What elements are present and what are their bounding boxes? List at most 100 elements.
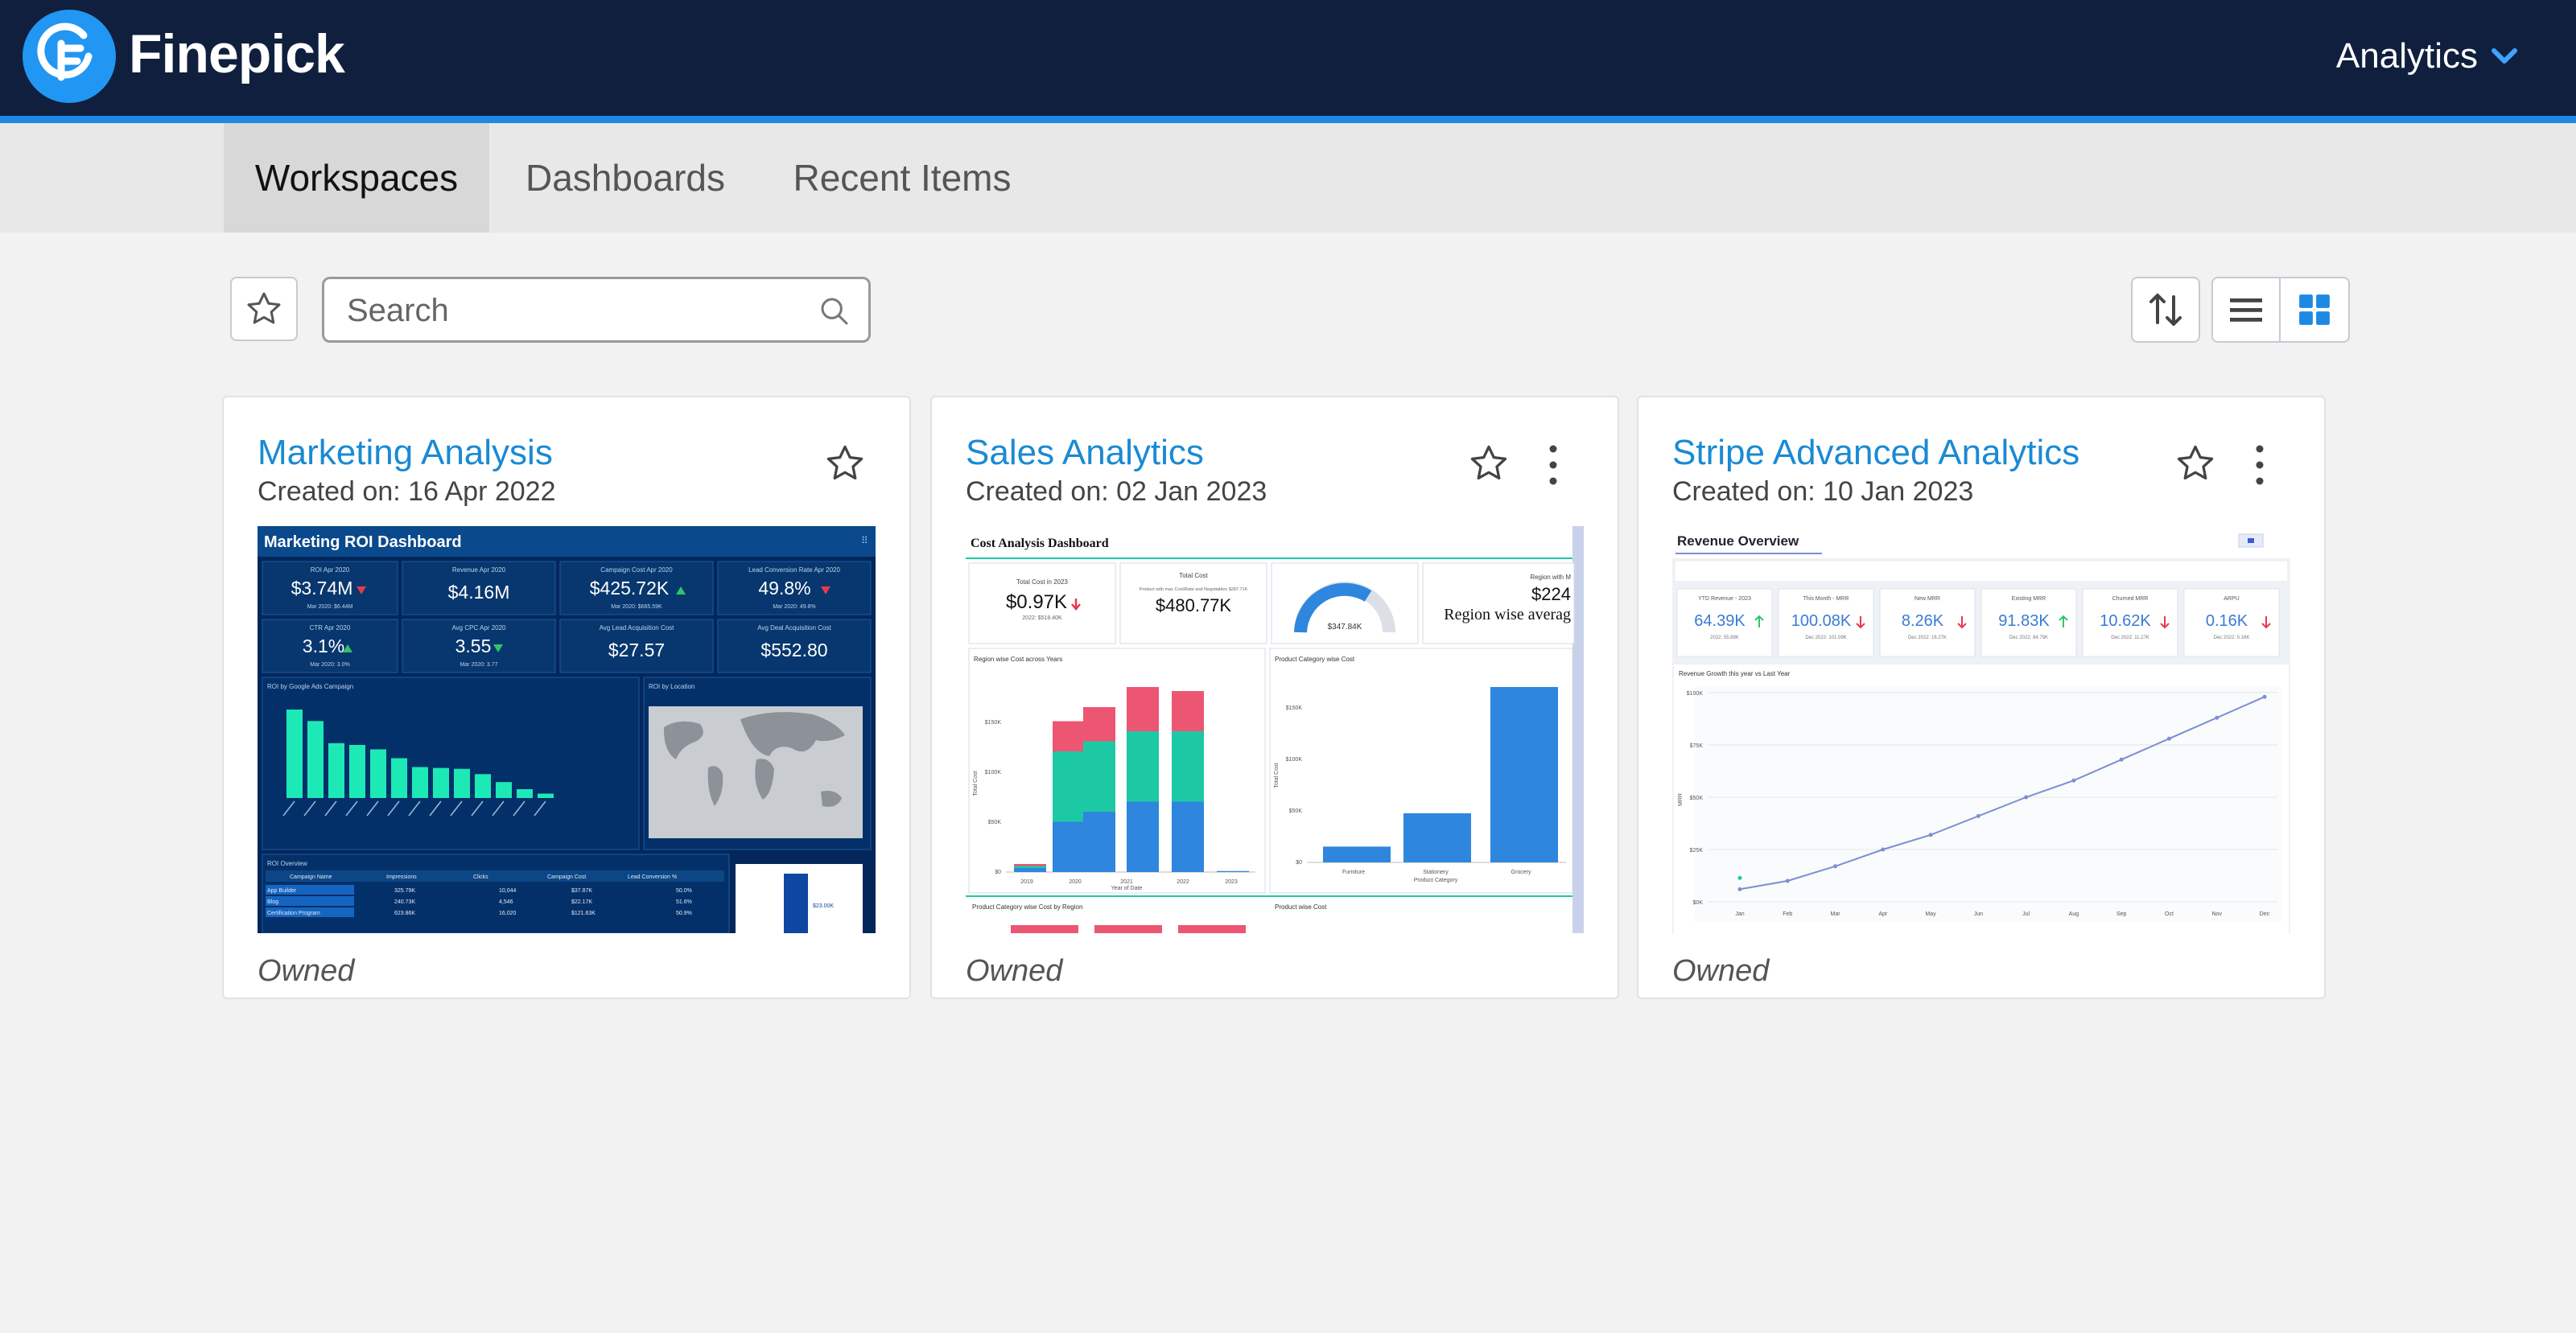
- finepick-logo-icon[interactable]: [21, 8, 117, 105]
- workspace-title[interactable]: Sales Analytics: [966, 433, 1204, 472]
- month-label: Dec: [2260, 911, 2270, 917]
- svg-text:$4.16M: $4.16M: [448, 582, 510, 603]
- kpi-label: YTD Revenue - 2023: [1698, 596, 1751, 602]
- month-label: Nov: [2212, 911, 2223, 917]
- dashboard-thumbnail[interactable]: Revenue Overview YTD Revenue - 2023 64.39…: [1672, 526, 2290, 933]
- svg-text:2019: 2019: [1020, 879, 1033, 885]
- svg-text:3.55: 3.55: [455, 636, 492, 656]
- trend-up-icon: [1754, 615, 1764, 627]
- more-options-icon[interactable]: [2250, 442, 2269, 488]
- svg-text:$224: $224: [1531, 584, 1571, 604]
- svg-text:$27.57: $27.57: [608, 640, 665, 660]
- month-label: Jul: [2022, 911, 2030, 917]
- kpi-tile: Region with M $224 Region wise averag: [1422, 562, 1575, 644]
- svg-text:Furniture: Furniture: [1342, 870, 1365, 875]
- roi-bar-chart: [282, 710, 554, 817]
- workspace-card-stripe-advanced-analytics[interactable]: Stripe Advanced Analytics Created on: 10…: [1637, 396, 2326, 999]
- svg-text:Year of Date: Year of Date: [1111, 886, 1143, 891]
- stacked-bar-segment: [1053, 751, 1085, 822]
- favorites-filter-button[interactable]: [230, 277, 298, 341]
- tab-recent-items[interactable]: Recent Items: [779, 123, 1025, 232]
- roi-bar: [391, 758, 407, 798]
- svg-text:$347.84K: $347.84K: [1328, 623, 1362, 632]
- svg-text:623.86K: 623.86K: [394, 911, 415, 916]
- search-icon[interactable]: [818, 295, 851, 327]
- kpi-sub: Dec 2022: 16.27K: [1908, 636, 1947, 640]
- sort-button[interactable]: [2131, 277, 2200, 343]
- month-label: Jun: [1974, 911, 1983, 917]
- brand-name: Finepick: [129, 23, 345, 84]
- svg-text:ROI by Location: ROI by Location: [649, 683, 694, 690]
- svg-text:$150K: $150K: [985, 720, 1002, 726]
- list-view-button[interactable]: [2211, 277, 2281, 343]
- kpi-sub: Dec 2022: 11.27K: [2111, 636, 2149, 640]
- svg-text:16,020: 16,020: [499, 911, 517, 916]
- star-icon[interactable]: [2174, 442, 2216, 484]
- kpi-value: 91.83K: [1998, 612, 2050, 630]
- kpi-tile: New MRR 8.26K Dec 2022: 16.27K: [1879, 588, 1976, 657]
- bar-label-tick: [471, 800, 484, 817]
- created-date: Created on: 02 Jan 2023: [966, 476, 1267, 507]
- revenue-point: [2262, 694, 2267, 699]
- kpi-value: 64.39K: [1694, 612, 1745, 630]
- revenue-point: [2215, 715, 2219, 720]
- trend-down-icon: [1856, 616, 1865, 629]
- stacked-bar-segment: [1014, 868, 1046, 872]
- stacked-bar-segment: [1083, 812, 1115, 872]
- svg-text:325.79K: 325.79K: [394, 888, 415, 894]
- revenue-point: [1833, 864, 1838, 869]
- search-input[interactable]: [345, 279, 799, 342]
- svg-text:Mar 2020: $665.59K: Mar 2020: $665.59K: [611, 604, 662, 610]
- last-year-point: [1737, 875, 1742, 880]
- revenue-point: [1976, 813, 1980, 818]
- tab-dashboards[interactable]: Dashboards: [509, 123, 742, 232]
- bar-label-tick: [492, 800, 505, 817]
- revenue-point: [1881, 847, 1886, 852]
- workspace-card-sales-analytics[interactable]: Sales Analytics Created on: 02 Jan 2023 …: [930, 396, 1619, 999]
- svg-text:50.9%: 50.9%: [676, 911, 692, 916]
- grid-view-icon: [2299, 294, 2330, 325]
- svg-text:Product with max Cost/Rate and: Product with max Cost/Rate and Negotiabl…: [1140, 587, 1248, 592]
- more-options-icon[interactable]: [1544, 442, 1563, 488]
- grid-view-button[interactable]: [2279, 277, 2350, 343]
- workspace-card-marketing-analysis[interactable]: Marketing Analysis Created on: 16 Apr 20…: [222, 396, 911, 999]
- dashboard-thumbnail[interactable]: Cost Analysis Dashboard Total Cost in 20…: [966, 526, 1584, 933]
- kpi-sub: Dec 2022: 0.16K: [2214, 636, 2250, 640]
- svg-text:$150K: $150K: [1286, 706, 1303, 711]
- svg-text:$0.97K: $0.97K: [1006, 591, 1067, 613]
- svg-text:Total Cost: Total Cost: [1179, 572, 1208, 579]
- thumbnail-title: Revenue Overview: [1677, 533, 1799, 549]
- bar-label-tick: [324, 800, 337, 817]
- revenue-point: [1737, 887, 1742, 891]
- star-icon[interactable]: [1468, 442, 1510, 484]
- svg-text:ROI Overview: ROI Overview: [267, 860, 307, 867]
- bar-label-tick: [429, 800, 442, 817]
- svg-text:51.6%: 51.6%: [676, 899, 692, 905]
- product-bar-chart: [1323, 687, 1558, 862]
- list-view-icon: [2230, 298, 2262, 322]
- stacked-bar-segment: [1127, 731, 1159, 802]
- svg-text:$50K: $50K: [1690, 796, 1704, 801]
- kpi-label: This Month - MRR: [1803, 596, 1849, 602]
- chevron-down-icon: [2492, 48, 2517, 64]
- kpi-value: 0.16K: [2206, 612, 2248, 630]
- analytics-dropdown[interactable]: Analytics: [2336, 32, 2518, 80]
- sort-icon: [2149, 294, 2182, 326]
- svg-text:Mar 2020: 3.0%: Mar 2020: 3.0%: [310, 662, 349, 668]
- svg-text:Total Cost: Total Cost: [973, 771, 979, 796]
- month-label: Feb: [1783, 911, 1792, 917]
- revenue-point: [2166, 736, 2171, 741]
- trend-up-icon: [2059, 615, 2068, 627]
- tab-workspaces[interactable]: Workspaces: [224, 123, 489, 232]
- svg-text:Region with M: Region with M: [1530, 574, 1571, 581]
- product-bar: [1323, 846, 1391, 862]
- svg-text:Certification Program: Certification Program: [267, 911, 320, 916]
- dashboard-thumbnail[interactable]: Marketing ROI Dashboard ⠿ ROI Apr 2020 $…: [258, 526, 876, 933]
- month-axis: Jan Feb Mar Apr May Jun Jul Aug Sep Oct Nov Dec: [1735, 911, 2269, 917]
- workspace-title[interactable]: Marketing Analysis: [258, 433, 553, 472]
- kpi-tile: YTD Revenue - 2023 64.39K 2022: 55.89K: [1676, 588, 1773, 657]
- kpi-tile: Total Cost $480.77K Product with max Cos…: [1119, 562, 1267, 644]
- svg-text:49.8%: 49.8%: [758, 578, 810, 599]
- workspace-title[interactable]: Stripe Advanced Analytics: [1672, 433, 2080, 472]
- star-icon[interactable]: [824, 442, 866, 484]
